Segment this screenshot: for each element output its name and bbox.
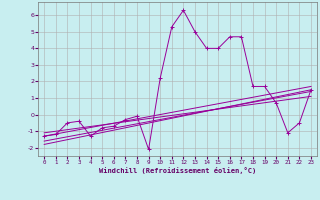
X-axis label: Windchill (Refroidissement éolien,°C): Windchill (Refroidissement éolien,°C) xyxy=(99,167,256,174)
